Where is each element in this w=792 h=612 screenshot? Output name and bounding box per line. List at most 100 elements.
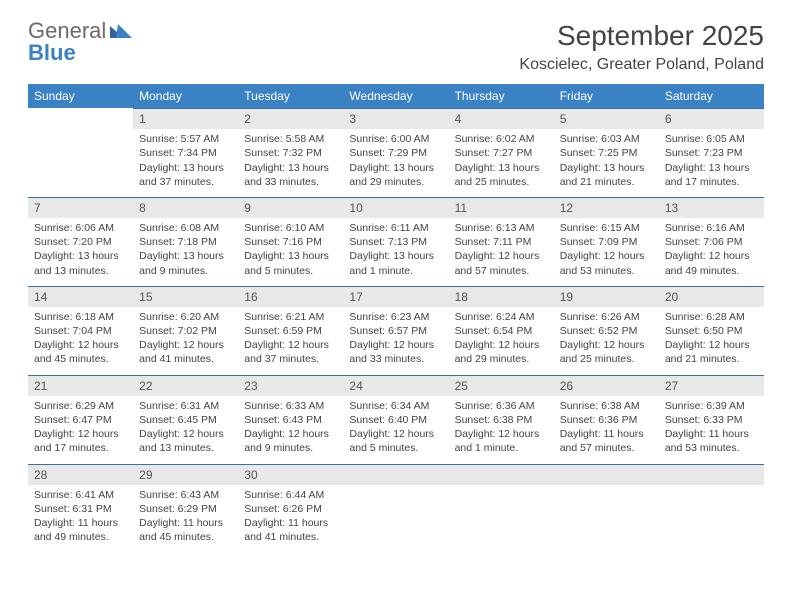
calendar-day-cell: 3Sunrise: 6:00 AMSunset: 7:29 PMDaylight…	[343, 108, 448, 197]
calendar-day-cell: 25Sunrise: 6:36 AMSunset: 6:38 PMDayligh…	[449, 375, 554, 464]
day-details: Sunrise: 6:23 AMSunset: 6:57 PMDaylight:…	[343, 307, 448, 375]
sunrise-text: Sunrise: 6:03 AM	[560, 132, 653, 146]
calendar-empty-cell	[343, 464, 448, 553]
sunrise-text: Sunrise: 6:21 AM	[244, 310, 337, 324]
sunset-text: Sunset: 6:36 PM	[560, 413, 653, 427]
sunrise-text: Sunrise: 5:57 AM	[139, 132, 232, 146]
sunrise-text: Sunrise: 6:41 AM	[34, 488, 127, 502]
day-details: Sunrise: 6:18 AMSunset: 7:04 PMDaylight:…	[28, 307, 133, 375]
sunrise-text: Sunrise: 6:28 AM	[665, 310, 758, 324]
day-details: Sunrise: 6:26 AMSunset: 6:52 PMDaylight:…	[554, 307, 659, 375]
calendar-empty-cell	[659, 464, 764, 553]
logo-triangle-icon	[110, 20, 132, 42]
sunset-text: Sunset: 6:59 PM	[244, 324, 337, 338]
daylight-text: Daylight: 11 hours and 41 minutes.	[244, 516, 337, 544]
brand-line2: Blue	[28, 40, 76, 65]
daylight-text: Daylight: 12 hours and 57 minutes.	[455, 249, 548, 277]
day-number: 8	[133, 197, 238, 218]
day-number: 10	[343, 197, 448, 218]
calendar-header-row: SundayMondayTuesdayWednesdayThursdayFrid…	[28, 84, 764, 108]
sunset-text: Sunset: 6:43 PM	[244, 413, 337, 427]
calendar-day-cell: 29Sunrise: 6:43 AMSunset: 6:29 PMDayligh…	[133, 464, 238, 553]
calendar-day-cell: 5Sunrise: 6:03 AMSunset: 7:25 PMDaylight…	[554, 108, 659, 197]
calendar-table: SundayMondayTuesdayWednesdayThursdayFrid…	[28, 84, 764, 552]
calendar-week-row: 28Sunrise: 6:41 AMSunset: 6:31 PMDayligh…	[28, 464, 764, 553]
daylight-text: Daylight: 13 hours and 37 minutes.	[139, 161, 232, 189]
day-number: 12	[554, 197, 659, 218]
day-header: Saturday	[659, 84, 764, 108]
day-number: 18	[449, 286, 554, 307]
daylight-text: Daylight: 13 hours and 25 minutes.	[455, 161, 548, 189]
sunrise-text: Sunrise: 6:20 AM	[139, 310, 232, 324]
day-details: Sunrise: 6:29 AMSunset: 6:47 PMDaylight:…	[28, 396, 133, 464]
day-details: Sunrise: 6:15 AMSunset: 7:09 PMDaylight:…	[554, 218, 659, 286]
day-details: Sunrise: 6:38 AMSunset: 6:36 PMDaylight:…	[554, 396, 659, 464]
day-details: Sunrise: 6:03 AMSunset: 7:25 PMDaylight:…	[554, 129, 659, 197]
calendar-day-cell: 12Sunrise: 6:15 AMSunset: 7:09 PMDayligh…	[554, 197, 659, 286]
sunset-text: Sunset: 7:25 PM	[560, 146, 653, 160]
day-number: 15	[133, 286, 238, 307]
calendar-day-cell: 10Sunrise: 6:11 AMSunset: 7:13 PMDayligh…	[343, 197, 448, 286]
sunset-text: Sunset: 6:47 PM	[34, 413, 127, 427]
day-details: Sunrise: 6:34 AMSunset: 6:40 PMDaylight:…	[343, 396, 448, 464]
sunset-text: Sunset: 6:33 PM	[665, 413, 758, 427]
sunrise-text: Sunrise: 6:39 AM	[665, 399, 758, 413]
day-number: 5	[554, 108, 659, 129]
empty-daynum-row	[554, 464, 659, 485]
title-block: September 2025 Koscielec, Greater Poland…	[519, 20, 764, 74]
day-details: Sunrise: 6:02 AMSunset: 7:27 PMDaylight:…	[449, 129, 554, 197]
daylight-text: Daylight: 13 hours and 33 minutes.	[244, 161, 337, 189]
sunrise-text: Sunrise: 6:02 AM	[455, 132, 548, 146]
sunrise-text: Sunrise: 6:24 AM	[455, 310, 548, 324]
day-number: 27	[659, 375, 764, 396]
day-details: Sunrise: 5:58 AMSunset: 7:32 PMDaylight:…	[238, 129, 343, 197]
calendar-day-cell: 7Sunrise: 6:06 AMSunset: 7:20 PMDaylight…	[28, 197, 133, 286]
day-number: 14	[28, 286, 133, 307]
calendar-day-cell: 8Sunrise: 6:08 AMSunset: 7:18 PMDaylight…	[133, 197, 238, 286]
day-details: Sunrise: 6:05 AMSunset: 7:23 PMDaylight:…	[659, 129, 764, 197]
day-header: Tuesday	[238, 84, 343, 108]
sunrise-text: Sunrise: 6:44 AM	[244, 488, 337, 502]
calendar-day-cell: 26Sunrise: 6:38 AMSunset: 6:36 PMDayligh…	[554, 375, 659, 464]
day-details: Sunrise: 6:11 AMSunset: 7:13 PMDaylight:…	[343, 218, 448, 286]
daylight-text: Daylight: 13 hours and 17 minutes.	[665, 161, 758, 189]
sunset-text: Sunset: 7:06 PM	[665, 235, 758, 249]
sunset-text: Sunset: 6:31 PM	[34, 502, 127, 516]
calendar-day-cell: 27Sunrise: 6:39 AMSunset: 6:33 PMDayligh…	[659, 375, 764, 464]
day-number: 30	[238, 464, 343, 485]
daylight-text: Daylight: 13 hours and 1 minute.	[349, 249, 442, 277]
daylight-text: Daylight: 11 hours and 45 minutes.	[139, 516, 232, 544]
day-header: Thursday	[449, 84, 554, 108]
calendar-day-cell: 16Sunrise: 6:21 AMSunset: 6:59 PMDayligh…	[238, 286, 343, 375]
sunrise-text: Sunrise: 6:36 AM	[455, 399, 548, 413]
calendar-day-cell: 19Sunrise: 6:26 AMSunset: 6:52 PMDayligh…	[554, 286, 659, 375]
sunrise-text: Sunrise: 6:11 AM	[349, 221, 442, 235]
sunset-text: Sunset: 7:32 PM	[244, 146, 337, 160]
daylight-text: Daylight: 12 hours and 13 minutes.	[139, 427, 232, 455]
month-title: September 2025	[519, 20, 764, 52]
sunrise-text: Sunrise: 6:26 AM	[560, 310, 653, 324]
empty-daynum-row	[659, 464, 764, 485]
calendar-week-row: 14Sunrise: 6:18 AMSunset: 7:04 PMDayligh…	[28, 286, 764, 375]
daylight-text: Daylight: 12 hours and 21 minutes.	[665, 338, 758, 366]
day-number: 9	[238, 197, 343, 218]
sunset-text: Sunset: 7:20 PM	[34, 235, 127, 249]
location-text: Koscielec, Greater Poland, Poland	[519, 56, 764, 74]
sunrise-text: Sunrise: 6:31 AM	[139, 399, 232, 413]
sunrise-text: Sunrise: 6:10 AM	[244, 221, 337, 235]
sunset-text: Sunset: 7:02 PM	[139, 324, 232, 338]
sunrise-text: Sunrise: 6:33 AM	[244, 399, 337, 413]
daylight-text: Daylight: 13 hours and 13 minutes.	[34, 249, 127, 277]
sunrise-text: Sunrise: 6:23 AM	[349, 310, 442, 324]
day-details: Sunrise: 5:57 AMSunset: 7:34 PMDaylight:…	[133, 129, 238, 197]
day-details: Sunrise: 6:24 AMSunset: 6:54 PMDaylight:…	[449, 307, 554, 375]
sunrise-text: Sunrise: 6:38 AM	[560, 399, 653, 413]
brand-text: General Blue	[28, 20, 132, 64]
calendar-body: 1Sunrise: 5:57 AMSunset: 7:34 PMDaylight…	[28, 108, 764, 552]
day-number: 26	[554, 375, 659, 396]
sunrise-text: Sunrise: 6:15 AM	[560, 221, 653, 235]
day-number: 4	[449, 108, 554, 129]
calendar-week-row: 7Sunrise: 6:06 AMSunset: 7:20 PMDaylight…	[28, 197, 764, 286]
day-details: Sunrise: 6:06 AMSunset: 7:20 PMDaylight:…	[28, 218, 133, 286]
sunset-text: Sunset: 7:16 PM	[244, 235, 337, 249]
